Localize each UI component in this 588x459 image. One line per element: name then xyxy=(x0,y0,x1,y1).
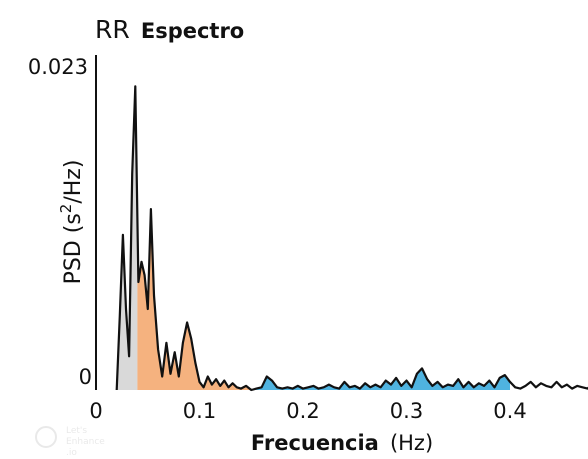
y-tick-label-zero: 0 xyxy=(79,365,92,389)
x-tick-label: 0 xyxy=(89,399,102,423)
psd-line xyxy=(115,85,588,392)
x-tick-label: 0.2 xyxy=(286,399,319,423)
y-tick-label-max: 0.023 xyxy=(28,55,88,79)
x-tick-label: 0.3 xyxy=(390,399,423,423)
watermark-logo: Let's Enhance .io xyxy=(35,426,105,458)
band-fill-lf xyxy=(137,209,252,390)
band-fill-vlf xyxy=(116,86,138,391)
svg-text:Let's: Let's xyxy=(66,426,87,436)
x-axis-label: Frecuencia (Hz) xyxy=(251,431,433,455)
chart-title: RR Espectro xyxy=(95,15,244,44)
title-prefix: RR xyxy=(95,15,130,44)
x-tick-label: 0.4 xyxy=(493,399,526,423)
y-axis-label: PSD (s2/Hz) xyxy=(57,160,86,285)
title-main: Espectro xyxy=(141,19,244,43)
x-tick-label: 0.1 xyxy=(183,399,216,423)
svg-text:.io: .io xyxy=(66,448,77,458)
x-tick-labels: 0 0.1 0.2 0.3 0.4 xyxy=(89,399,526,423)
svg-text:Enhance: Enhance xyxy=(66,437,105,447)
band-areas xyxy=(116,86,511,391)
